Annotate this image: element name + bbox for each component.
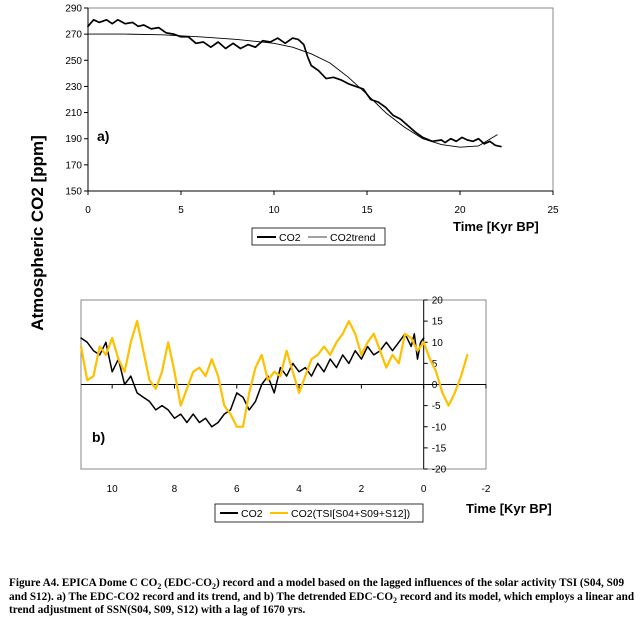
caption-subscript: 2: [157, 582, 162, 592]
x-tick-label: -2: [482, 484, 491, 495]
x-tick-label: 8: [172, 484, 178, 495]
caption-part-1: Figure A4. EPICA Dome C CO: [9, 577, 158, 589]
x-tick-label: 10: [107, 484, 119, 495]
series-line-co2-tsi-s04-s09-s12: [79, 320, 469, 428]
panel-b-x-axis-label: Time [Kyr BP]: [466, 501, 552, 516]
y-tick-label: -5: [432, 401, 441, 412]
panel-b-label: b): [92, 429, 105, 445]
legend-label-co2trend: CO2trend: [330, 232, 376, 244]
panel-a-x-axis-label: Time [Kyr BP]: [453, 219, 539, 234]
x-tick-label: 6: [234, 484, 240, 495]
y-tick-label: 270: [65, 30, 82, 41]
y-tick-label: 170: [65, 160, 82, 171]
caption-subscript: 2: [393, 595, 398, 605]
legend-label-co2-b: CO2: [241, 508, 263, 520]
y-tick-label: 10: [432, 338, 444, 349]
x-tick-label: 25: [547, 205, 559, 216]
y-tick-label: 250: [65, 56, 82, 67]
y-tick-label: -10: [432, 422, 447, 433]
caption-part-4: record and its model, which employs a li…: [9, 590, 635, 617]
x-tick-label: 0: [85, 205, 91, 216]
y-tick-label: 290: [65, 4, 82, 15]
series-line-co2trend: [87, 33, 498, 148]
panel-a-legend-box: [251, 227, 386, 246]
x-tick-label: 5: [178, 205, 184, 216]
legend-label-co2: CO2: [279, 232, 301, 244]
x-tick-label: 10: [268, 205, 280, 216]
panel-a-label: a): [97, 128, 109, 144]
x-tick-label: 15: [361, 205, 373, 216]
panel-a: 150 170 190 210 230 250 270 290 0 5 10 15 20 25 a) Ti…: [65, 4, 559, 246]
caption-subscript: 2: [212, 582, 216, 592]
panel-a-plot-area: [87, 7, 554, 192]
series-line-co2: [87, 18, 502, 148]
y-tick-label: 15: [432, 317, 444, 328]
x-tick-label: 0: [421, 484, 427, 495]
y-tick-label: 210: [65, 108, 82, 119]
y-axis-label: Atmospheric CO2 [ppm]: [28, 135, 47, 331]
y-tick-label: 20: [432, 296, 444, 307]
y-tick-label: 5: [432, 359, 438, 370]
legend-label-co2-model: CO2(TSI[S04+S09+S12]): [291, 508, 410, 520]
caption-part-3: ) record and a model based on the lagged…: [9, 577, 625, 603]
y-tick-label: 190: [65, 134, 82, 145]
x-tick-label: 4: [296, 484, 302, 495]
x-tick-label: 20: [454, 205, 466, 216]
y-tick-label: 0: [432, 380, 438, 391]
caption-part-2: (EDC-CO: [161, 577, 212, 589]
y-tick-label: 150: [65, 187, 82, 198]
x-tick-label: 2: [359, 484, 365, 495]
series-line-co2: [80, 333, 425, 428]
panel-b-legend-box: [214, 503, 424, 523]
y-tick-label: -15: [432, 443, 447, 454]
figure-caption: Figure A4. EPICA Dome C CO2 (EDC-CO2) re…: [9, 577, 635, 618]
y-tick-label: -20: [432, 465, 447, 476]
y-tick-label: 230: [65, 82, 82, 93]
